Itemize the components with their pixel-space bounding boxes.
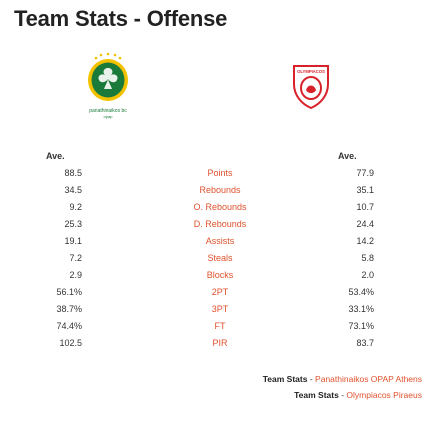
right-value-o-rebounds: 10.7 [356, 202, 374, 212]
left-value-points: 88.5 [64, 168, 82, 178]
right-value-rebounds: 35.1 [356, 185, 374, 195]
right-value-assists: 14.2 [356, 236, 374, 246]
stat-label-2pt: 2PT [211, 287, 229, 297]
left-value-2pt: 56.1% [56, 287, 82, 297]
team-stats-link-olympiacos[interactable]: Team Stats - Olympiacos Piraeus [294, 390, 422, 400]
right-value-steals: 5.8 [361, 253, 374, 263]
panathinaikos-stats-column: Ave. 88.5 34.5 9.2 25.3 19.1 7.2 2.9 56.… [46, 148, 82, 352]
stat-label-assists: Assists [205, 236, 235, 246]
team-stats-link-panathinaikos[interactable]: Team Stats - Panathinaikos OPAP Athens [263, 374, 422, 384]
left-value-o-rebounds: 9.2 [69, 202, 82, 212]
panathinaikos-logo-text: panathinaikos bc [89, 108, 127, 114]
olympiacos-logo: OLYMPIACOS [293, 65, 329, 110]
stat-label-ft: FT [214, 321, 226, 331]
right-value-ft: 73.1% [348, 321, 374, 331]
right-column-header: Ave. [338, 151, 357, 161]
right-value-2pt: 53.4% [348, 287, 374, 297]
left-value-pir: 102.5 [59, 338, 82, 348]
left-value-blocks: 2.9 [69, 270, 82, 280]
left-value-steals: 7.2 [69, 253, 82, 263]
left-value-ft: 74.4% [56, 321, 82, 331]
stat-label-points: Points [207, 168, 233, 178]
stat-label-o-rebounds: O. Rebounds [193, 202, 247, 212]
panathinaikos-logo: panathinaikos bc opap [88, 52, 128, 119]
link-separator: - [338, 390, 347, 400]
olympiacos-logo-text: OLYMPIACOS [297, 69, 325, 74]
right-value-points: 77.9 [356, 168, 374, 178]
panathinaikos-logo-sub: opap [104, 114, 114, 119]
star-icon [94, 52, 122, 60]
left-value-d-rebounds: 25.3 [64, 219, 82, 229]
team-stats-link-bold: Team Stats [294, 390, 339, 400]
left-value-assists: 19.1 [64, 236, 82, 246]
right-value-blocks: 2.0 [361, 270, 374, 280]
stat-label-pir: PIR [212, 338, 228, 348]
team-stats-link-text[interactable]: Panathinaikos OPAP Athens [315, 374, 422, 384]
stat-label-blocks: Blocks [206, 270, 234, 280]
olympiacos-stats-column: Ave. 77.9 35.1 10.7 24.4 14.2 5.8 2.0 53… [338, 148, 374, 352]
right-value-3pt: 33.1% [348, 304, 374, 314]
team-stats-link-bold: Team Stats [262, 374, 308, 384]
team-stats-link-text[interactable]: Olympiacos Piraeus [346, 390, 422, 400]
stat-label-steals: Steals [207, 253, 233, 263]
stat-label-3pt: 3PT [211, 304, 229, 314]
left-value-3pt: 38.7% [56, 304, 82, 314]
right-value-pir: 83.7 [356, 338, 374, 348]
stat-labels-column: Points Rebounds O. Rebounds D. Rebounds … [160, 148, 280, 352]
left-value-rebounds: 34.5 [64, 185, 82, 195]
left-column-header: Ave. [46, 151, 65, 161]
page-title: Team Stats - Offense [14, 6, 228, 31]
link-separator: - [307, 374, 316, 384]
stat-label-rebounds: Rebounds [199, 185, 241, 195]
stat-label-d-rebounds: D. Rebounds [193, 219, 247, 229]
right-value-d-rebounds: 24.4 [356, 219, 374, 229]
